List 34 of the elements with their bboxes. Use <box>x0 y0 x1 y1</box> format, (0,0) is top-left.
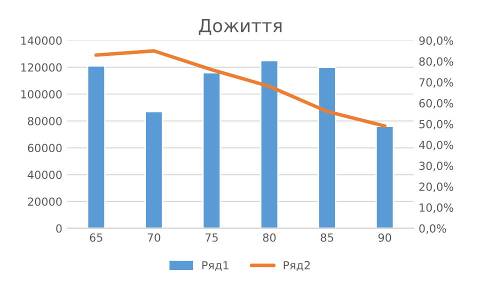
legend-label: Ряд1 <box>202 261 228 271</box>
line-series <box>94 49 387 128</box>
y2-tick-label: 70,0% <box>419 78 454 88</box>
y2-tick-label: 90,0% <box>419 36 454 46</box>
y2-tick-label: 50,0% <box>419 120 454 130</box>
y2-tick-label: 10,0% <box>420 203 454 213</box>
bar <box>260 60 279 228</box>
bar <box>375 126 394 228</box>
bar <box>86 65 106 228</box>
y-tick-label: 140000 <box>21 36 62 45</box>
y-tick-label: 40000 <box>28 170 62 180</box>
y2-tick-label: 60,0% <box>419 99 454 109</box>
legend-label: Ряд2 <box>284 261 310 271</box>
x-tick-label: 70 <box>148 233 160 242</box>
x-tick-label: 80 <box>263 233 276 242</box>
y-tick-label: 20000 <box>28 197 62 206</box>
y-tick-label: 0 <box>56 224 62 233</box>
bar <box>144 110 164 228</box>
y-tick-label: 80000 <box>28 116 62 126</box>
chart-title: Дожиття <box>198 18 282 35</box>
x-tick-label: 90 <box>378 233 392 242</box>
y2-tick-label: 0,0% <box>419 224 446 234</box>
y-tick-label: 120000 <box>21 63 62 72</box>
x-tick-label: 65 <box>90 233 102 242</box>
y2-tick-label: 40,0% <box>419 140 454 150</box>
x-tick-label: 85 <box>320 233 334 242</box>
x-tick-label: 75 <box>205 234 218 242</box>
y2-tick-label: 80,0% <box>419 57 454 67</box>
y-tick-label: 100000 <box>21 90 62 99</box>
y2-tick-label: 20,0% <box>419 182 454 192</box>
bar <box>202 72 221 228</box>
bar <box>318 66 336 228</box>
y2-tick-label: 30,0% <box>419 162 454 172</box>
y-tick-label: 60000 <box>28 144 62 152</box>
